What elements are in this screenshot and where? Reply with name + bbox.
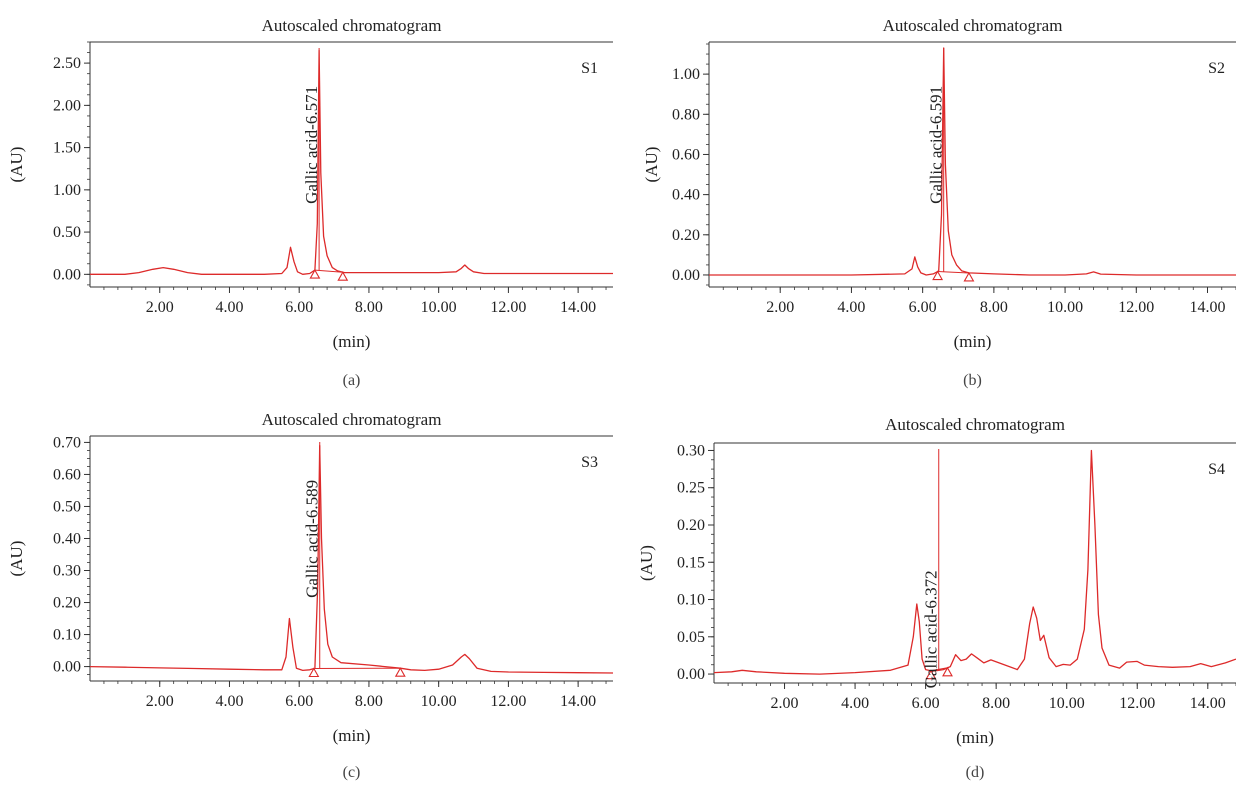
x-tick-label: 10.00 <box>1047 299 1083 316</box>
chart-panel-0: Autoscaled chromatogram 2.00 4.00 6.00 8.00 1… <box>7 16 613 389</box>
sample-label: S3 <box>581 454 598 471</box>
x-tick-label: 12.00 <box>1119 695 1155 712</box>
chart-panel-2: Autoscaled chromatogram 2.00 4.00 6.00 8.00 1… <box>7 410 614 781</box>
x-tick-label: 4.00 <box>215 693 243 710</box>
y-tick-label: 0.15 <box>677 554 705 571</box>
chromatogram-trace <box>709 47 1236 276</box>
panel-label: (a) <box>343 372 361 389</box>
chromatogram-trace <box>713 449 1236 675</box>
peak-boundary-marker <box>337 271 349 281</box>
y-tick-label: 0.20 <box>672 227 700 244</box>
x-tick-label: 10.00 <box>1049 695 1085 712</box>
y-tick-label: 0.00 <box>677 666 705 683</box>
x-axis-label: (min) <box>954 332 992 351</box>
chromatogram-trace <box>89 444 614 674</box>
x-tick-label: 2.00 <box>146 693 174 710</box>
panel-label: (d) <box>966 764 985 781</box>
y-tick-label: 0.30 <box>677 442 705 459</box>
x-tick-label: 8.00 <box>980 299 1008 316</box>
peak-annotation-label: Gallic acid-6.591 <box>927 86 946 204</box>
y-axis-label: (AU) <box>642 147 661 183</box>
x-tick-label: 8.00 <box>355 299 383 316</box>
integration-baseline <box>314 269 343 273</box>
x-tick-label: 14.00 <box>560 299 596 316</box>
y-tick-label: 0.05 <box>677 629 705 646</box>
x-axis-label: (min) <box>956 728 994 747</box>
chart-title: Autoscaled chromatogram <box>262 410 442 429</box>
peak-boundary-marker <box>394 667 406 677</box>
y-tick-label: 0.10 <box>677 592 705 609</box>
y-axis-label: (AU) <box>7 541 26 577</box>
chart-title: Autoscaled chromatogram <box>262 16 442 35</box>
y-tick-label: 1.50 <box>53 140 81 157</box>
y-tick-label: 0.40 <box>53 530 81 547</box>
peak-boundary-marker <box>963 271 975 282</box>
x-tick-label: 6.00 <box>285 299 313 316</box>
chart-title: Autoscaled chromatogram <box>885 415 1065 434</box>
sample-label: S4 <box>1208 461 1225 478</box>
x-tick-label: 12.00 <box>1118 299 1154 316</box>
x-tick-label: 14.00 <box>1190 299 1226 316</box>
y-tick-label: 0.10 <box>53 627 81 644</box>
x-tick-label: 14.00 <box>560 693 596 710</box>
y-tick-label: 0.70 <box>53 434 81 451</box>
y-tick-label: 0.00 <box>53 266 81 283</box>
x-tick-label: 8.00 <box>982 695 1010 712</box>
y-tick-label: 0.80 <box>672 106 700 123</box>
x-tick-label: 2.00 <box>146 299 174 316</box>
panel-label: (c) <box>343 764 361 781</box>
y-axis-label: (AU) <box>7 147 26 183</box>
y-tick-label: 0.60 <box>672 146 700 163</box>
peak-boundary-marker <box>932 270 944 281</box>
chromatogram-trace <box>90 49 613 275</box>
peak-boundary-marker <box>308 667 320 678</box>
peak-annotation-label: Gallic acid-6.571 <box>302 86 321 204</box>
x-tick-label: 2.00 <box>766 299 794 316</box>
y-tick-label: 0.30 <box>53 563 81 580</box>
peak-boundary-marker <box>942 666 953 677</box>
x-tick-label: 4.00 <box>837 299 865 316</box>
x-tick-label: 12.00 <box>490 299 526 316</box>
y-tick-label: 2.00 <box>53 97 81 114</box>
peak-boundary-marker <box>925 669 937 680</box>
peak-annotation-label: Gallic acid-6.589 <box>303 480 322 598</box>
chart-title: Autoscaled chromatogram <box>883 16 1063 35</box>
peak-annotation-label: Gallic acid-6.372 <box>922 570 941 688</box>
y-tick-label: 2.50 <box>53 55 81 72</box>
y-tick-label: 0.40 <box>672 187 700 204</box>
y-tick-label: 1.00 <box>53 182 81 199</box>
y-tick-label: 0.20 <box>53 595 81 612</box>
y-tick-label: 0.50 <box>53 498 81 515</box>
y-tick-label: 0.50 <box>53 224 81 241</box>
integration-baseline <box>937 271 969 274</box>
x-tick-label: 8.00 <box>355 693 383 710</box>
x-tick-label: 6.00 <box>909 299 937 316</box>
y-tick-label: 1.00 <box>672 66 700 83</box>
x-tick-label: 4.00 <box>841 695 869 712</box>
x-tick-label: 12.00 <box>490 693 526 710</box>
y-tick-label: 0.25 <box>677 480 705 497</box>
x-tick-label: 10.00 <box>421 693 457 710</box>
x-tick-label: 10.00 <box>421 299 457 316</box>
y-tick-label: 0.00 <box>672 267 700 284</box>
x-tick-label: 14.00 <box>1190 695 1226 712</box>
y-tick-label: 0.20 <box>677 517 705 534</box>
x-tick-label: 6.00 <box>912 695 940 712</box>
x-axis-label: (min) <box>333 726 371 745</box>
y-tick-label: 0.00 <box>53 659 81 676</box>
panel-label: (b) <box>963 372 982 389</box>
y-tick-label: 0.60 <box>53 466 81 483</box>
sample-label: S2 <box>1208 60 1225 77</box>
x-tick-label: 2.00 <box>771 695 799 712</box>
x-tick-label: 6.00 <box>285 693 313 710</box>
x-axis-label: (min) <box>333 332 371 351</box>
chart-panel-1: Autoscaled chromatogram 2.00 4.00 6.00 8.00 1… <box>642 16 1236 389</box>
x-tick-label: 4.00 <box>215 299 243 316</box>
chart-panel-3: Autoscaled chromatogram 2.00 4.00 6.00 8.00 1… <box>637 415 1236 781</box>
peak-boundary-marker <box>309 268 321 279</box>
sample-label: S1 <box>581 60 598 77</box>
y-axis-label: (AU) <box>637 545 656 581</box>
